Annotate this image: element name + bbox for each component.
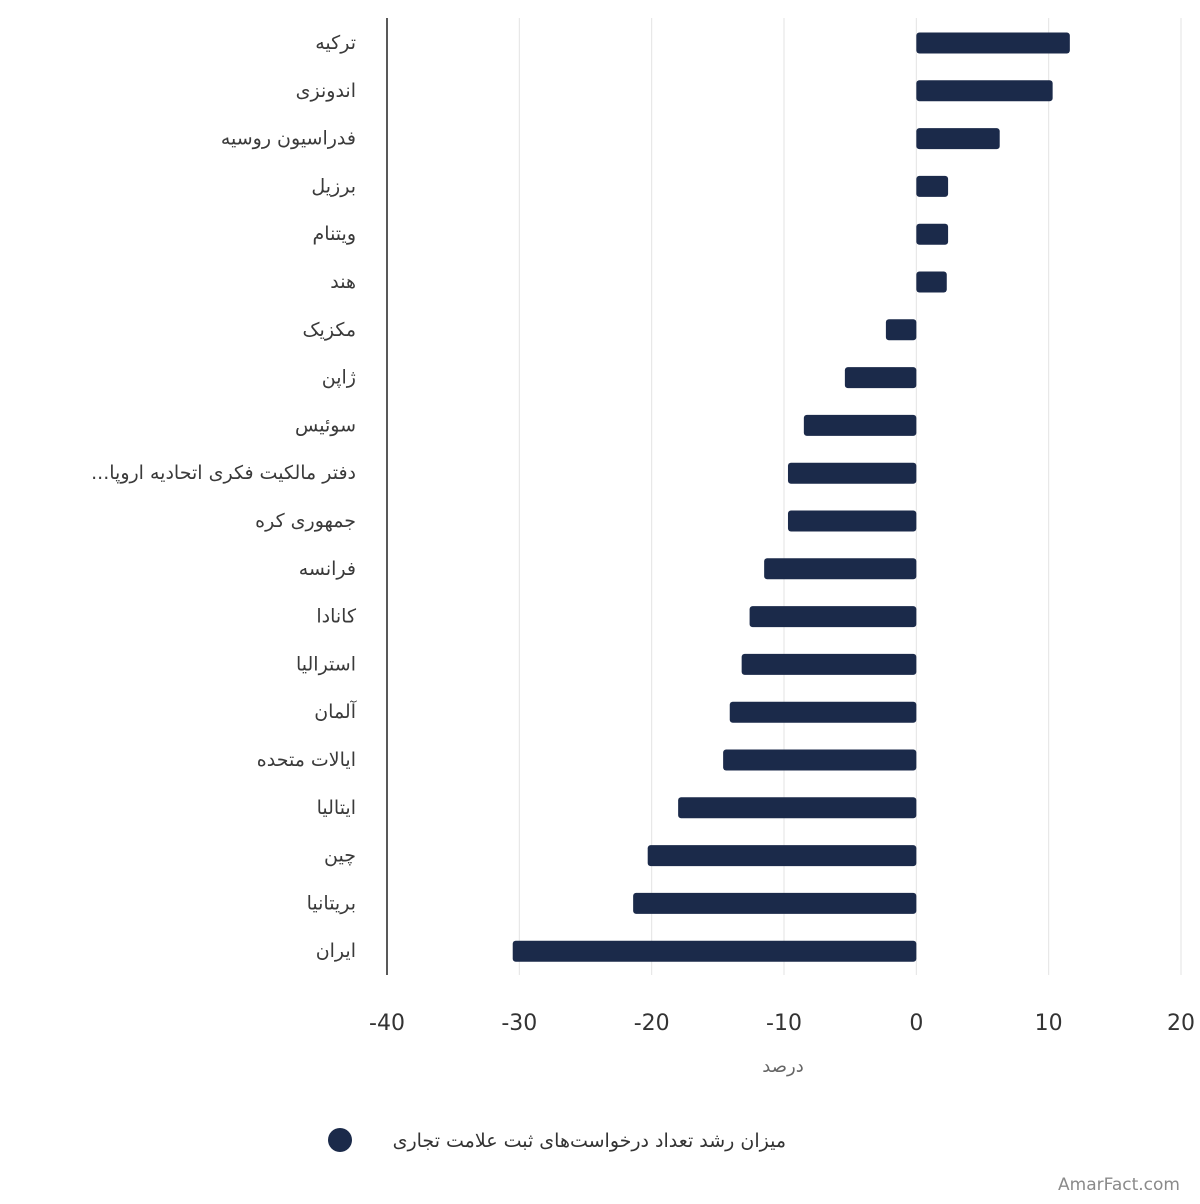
category-label: ...دفتر مالکیت فکری اتحادیه اروپا — [91, 462, 356, 484]
x-tick-labels: -40 -30 -20 -10 0 10 20 — [369, 1011, 1195, 1036]
bar — [647, 845, 917, 867]
category-label: ژاپن — [322, 367, 356, 389]
bar — [723, 749, 917, 771]
grid-layer — [386, 18, 1182, 975]
bar — [678, 797, 917, 819]
watermark: AmarFact.com — [1058, 1175, 1180, 1195]
category-labels: ترکیه اندونزی فدراسیون روسیه برزیل ویتنام هند… — [91, 32, 357, 962]
category-label: استرالیا — [296, 653, 356, 675]
category-label: سوئیس — [295, 414, 356, 436]
category-label: فدراسیون روسیه — [221, 128, 356, 150]
category-label: اندونزی — [296, 80, 356, 102]
category-label: ایالات متحده — [257, 749, 356, 771]
bar — [916, 175, 949, 197]
legend[interactable]: میزان رشد تعداد درخواست‌های ثبت علامت تج… — [328, 1128, 786, 1152]
bar — [633, 892, 917, 914]
x-tick-label: 0 — [909, 1011, 923, 1036]
bar — [749, 606, 917, 628]
category-label: ایتالیا — [317, 797, 356, 819]
category-label: ترکیه — [315, 32, 356, 54]
bar — [741, 653, 917, 675]
bar — [512, 940, 917, 962]
category-label: بریتانیا — [307, 892, 356, 914]
bar — [729, 701, 917, 723]
x-axis-title: درصد — [762, 1056, 803, 1077]
bar — [916, 128, 1000, 150]
bar — [885, 319, 917, 341]
category-label: هند — [330, 271, 356, 293]
legend-swatch — [328, 1128, 352, 1152]
x-tick-label: -20 — [634, 1011, 670, 1036]
x-tick-label: -40 — [369, 1011, 405, 1036]
bar — [916, 223, 949, 245]
category-label: فرانسه — [299, 558, 356, 580]
bar — [916, 32, 1070, 54]
bar — [916, 80, 1053, 102]
category-label: ویتنام — [313, 223, 356, 245]
bar — [916, 271, 947, 293]
bar — [787, 510, 917, 532]
category-label: کانادا — [316, 606, 357, 628]
category-label: آلمان — [314, 699, 357, 723]
x-tick-label: -30 — [501, 1011, 537, 1036]
bar — [844, 367, 917, 389]
bar — [787, 462, 917, 484]
category-label: ایران — [316, 940, 356, 962]
category-label: برزیل — [311, 175, 356, 197]
category-label: چین — [324, 845, 356, 867]
bar — [803, 414, 917, 436]
x-tick-label: -10 — [766, 1011, 802, 1036]
category-label: جمهوری کره — [255, 510, 356, 532]
bar — [764, 558, 917, 580]
bar-layer — [512, 32, 1070, 962]
legend-label: میزان رشد تعداد درخواست‌های ثبت علامت تج… — [393, 1130, 786, 1152]
x-tick-label: 10 — [1035, 1011, 1063, 1036]
category-label: مکزیک — [303, 319, 356, 341]
x-tick-label: 20 — [1167, 1011, 1195, 1036]
